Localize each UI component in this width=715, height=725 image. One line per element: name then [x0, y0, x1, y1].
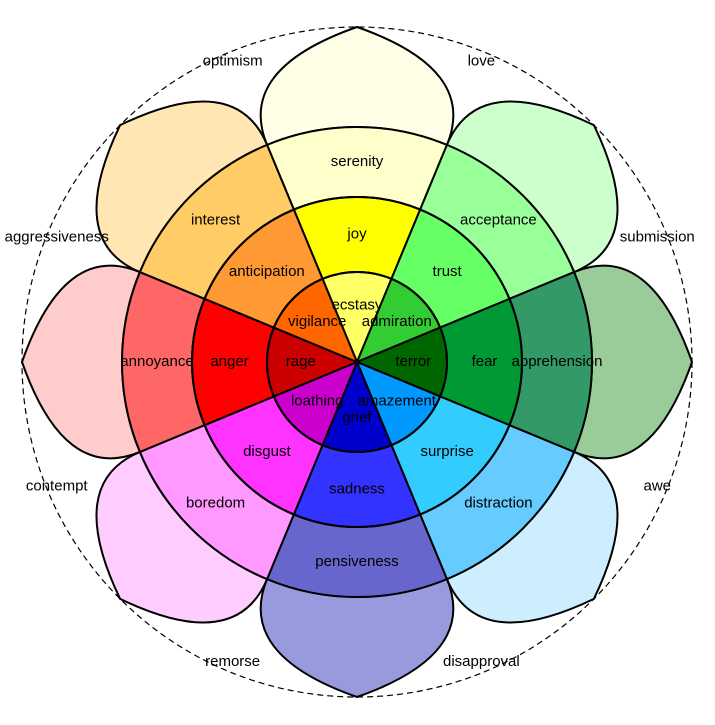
dyad-label: submission	[620, 229, 695, 246]
emotion-label: amazement	[358, 393, 437, 410]
emotion-label: rage	[286, 353, 316, 370]
emotion-label: boredom	[186, 494, 245, 511]
emotion-label: distraction	[464, 494, 532, 511]
emotion-label: admiration	[362, 313, 432, 330]
dyad-label: awe	[643, 477, 671, 494]
emotion-label: anger	[210, 353, 248, 370]
emotion-label: fear	[472, 353, 498, 370]
emotion-label: ecstasy	[332, 297, 383, 314]
dyad-label: optimism	[203, 53, 263, 70]
emotion-label: serenity	[331, 153, 384, 170]
emotion-label: sadness	[329, 480, 385, 497]
emotion-label: grief	[342, 409, 372, 426]
emotion-label: apprehension	[512, 353, 603, 370]
emotion-label: vigilance	[288, 313, 346, 330]
emotion-label: anticipation	[229, 263, 305, 280]
emotion-label: loathing	[291, 393, 344, 410]
emotion-label: disgust	[243, 443, 291, 460]
dyad-label: contempt	[26, 477, 89, 494]
emotion-label: trust	[433, 263, 463, 280]
dyad-label: disapproval	[443, 653, 520, 670]
emotion-wheel: ecstasy joy serenity admiration trust accepta…	[0, 0, 715, 725]
emotion-label: annoyance	[120, 353, 193, 370]
dyad-label: aggressiveness	[5, 229, 109, 246]
emotion-label: surprise	[420, 443, 473, 460]
emotion-label: terror	[395, 353, 431, 370]
emotion-label: pensiveness	[315, 553, 398, 570]
emotion-label: acceptance	[460, 212, 537, 229]
emotion-label: interest	[191, 212, 241, 229]
dyad-label: remorse	[205, 653, 260, 670]
dyad-label: love	[468, 53, 496, 70]
emotion-label: joy	[346, 225, 367, 242]
